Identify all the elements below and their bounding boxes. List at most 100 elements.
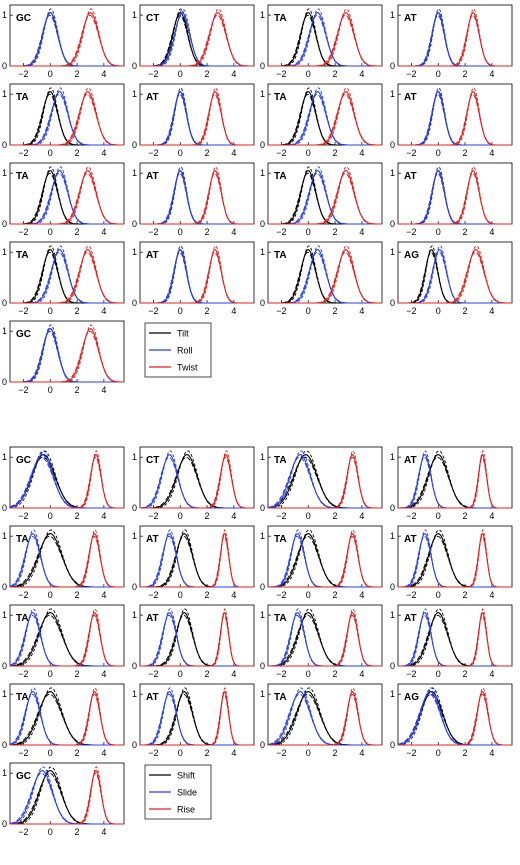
series-roll-line <box>10 330 124 383</box>
series-twist-line <box>268 14 382 67</box>
x-tick-label: 2 <box>75 227 80 237</box>
x-tick-label: 2 <box>75 511 80 521</box>
series-rise-line <box>268 614 382 667</box>
series-twist-line <box>398 87 512 146</box>
series-rise-line <box>268 456 382 509</box>
x-tick-label: −2 <box>18 69 28 79</box>
x-tick-label: 4 <box>489 590 494 600</box>
x-tick-label: 0 <box>48 511 53 521</box>
legend-entry: Roll <box>177 346 193 356</box>
x-tick-label: 4 <box>231 69 236 79</box>
x-tick-label: −2 <box>18 511 28 521</box>
panel-1-4: −2 0 2 4 0 1 TA <box>2 525 125 600</box>
panel-label: GC <box>16 455 31 466</box>
x-tick-label: 0 <box>48 385 53 395</box>
x-tick-label: −2 <box>406 306 416 316</box>
panel-0-15: −2 0 2 4 0 1 AG <box>390 241 513 316</box>
x-tick-label: 0 <box>178 590 183 600</box>
panel-frame <box>397 241 513 304</box>
x-tick-label: 2 <box>333 306 338 316</box>
series-rise-line <box>10 772 124 825</box>
series-twist-line <box>268 8 382 67</box>
x-tick-label: 2 <box>75 669 80 679</box>
x-tick-label: 0 <box>48 669 53 679</box>
x-tick-label: 2 <box>75 69 80 79</box>
panel-frame <box>267 83 383 146</box>
x-tick-label: −2 <box>148 590 158 600</box>
series-roll-line <box>268 14 382 67</box>
x-tick-label: 4 <box>359 511 364 521</box>
x-tick-label: 4 <box>231 306 236 316</box>
series-twist-line <box>140 87 254 146</box>
y-tick-label: 1 <box>2 531 7 541</box>
x-tick-label: 4 <box>359 69 364 79</box>
x-tick-label: 0 <box>306 590 311 600</box>
panel-1-3: −2 0 2 4 0 1 AT <box>390 446 513 521</box>
y-tick-label: 1 <box>2 452 7 462</box>
x-tick-label: 4 <box>231 511 236 521</box>
y-tick-label: 0 <box>260 740 265 750</box>
panel-label: TA <box>274 92 287 103</box>
x-tick-label: 4 <box>359 748 364 758</box>
panel-1-9: −2 0 2 4 0 1 AT <box>132 604 255 679</box>
series-rise-line <box>10 614 124 667</box>
series-rise-line <box>398 535 512 588</box>
x-tick-label: 2 <box>333 669 338 679</box>
panel-1-7: −2 0 2 4 0 1 AT <box>390 525 513 600</box>
x-tick-label: −2 <box>406 669 416 679</box>
x-tick-label: −2 <box>276 227 286 237</box>
y-tick-label: 0 <box>132 219 137 229</box>
x-tick-label: 0 <box>306 669 311 679</box>
y-tick-label: 0 <box>2 740 7 750</box>
x-tick-label: 0 <box>178 148 183 158</box>
series-roll-line <box>268 251 382 304</box>
series-slide-line <box>397 693 512 746</box>
panel-frame <box>267 162 383 225</box>
x-tick-label: 0 <box>48 148 53 158</box>
series-shift-line <box>267 456 382 509</box>
y-tick-label: 0 <box>132 140 137 150</box>
x-tick-label: 2 <box>333 69 338 79</box>
y-tick-label: 0 <box>2 61 7 71</box>
series-slide-line <box>9 456 124 509</box>
series-slide-line <box>398 529 512 588</box>
panel-0-12: −2 0 2 4 0 1 TA <box>2 241 125 316</box>
series-twist-line <box>140 93 254 146</box>
series-slide-line <box>9 693 124 746</box>
x-tick-label: 2 <box>205 148 210 158</box>
series-twist-line <box>398 245 512 304</box>
x-tick-label: 2 <box>75 385 80 395</box>
panel-0-11: −2 0 2 4 0 1 AT <box>390 162 513 237</box>
panel-0-1: −2 0 2 4 0 1 CT <box>132 4 255 79</box>
series-twist-line <box>398 8 512 67</box>
x-tick-label: 2 <box>463 306 468 316</box>
panel-label: TA <box>16 171 29 182</box>
panel-0-2: −2 0 2 4 0 1 TA <box>260 4 383 79</box>
panel-label: AT <box>146 692 159 703</box>
panel-1-10: −2 0 2 4 0 1 TA <box>260 604 383 679</box>
series-twist-line <box>398 166 512 225</box>
y-tick-label: 1 <box>390 89 395 99</box>
series-roll-line <box>268 172 382 225</box>
x-tick-label: 0 <box>48 227 53 237</box>
x-tick-label: 0 <box>436 306 441 316</box>
y-tick-label: 1 <box>132 610 137 620</box>
panel-frame <box>397 4 513 67</box>
x-tick-label: −2 <box>406 148 416 158</box>
y-tick-label: 1 <box>260 10 265 20</box>
y-tick-label: 1 <box>132 89 137 99</box>
series-twist-line <box>10 330 124 383</box>
series-twist-line <box>10 14 124 67</box>
x-tick-label: 0 <box>436 227 441 237</box>
y-tick-label: 1 <box>390 168 395 178</box>
y-tick-label: 1 <box>2 168 7 178</box>
x-tick-label: −2 <box>18 227 28 237</box>
x-tick-label: 4 <box>101 306 106 316</box>
series-roll-line <box>10 93 124 146</box>
panel-label: TA <box>16 613 29 624</box>
legend-entry: Twist <box>177 363 198 373</box>
series-rise-line <box>268 693 382 746</box>
panel-label: TA <box>274 534 287 545</box>
y-tick-label: 1 <box>2 768 7 778</box>
y-tick-label: 1 <box>260 689 265 699</box>
